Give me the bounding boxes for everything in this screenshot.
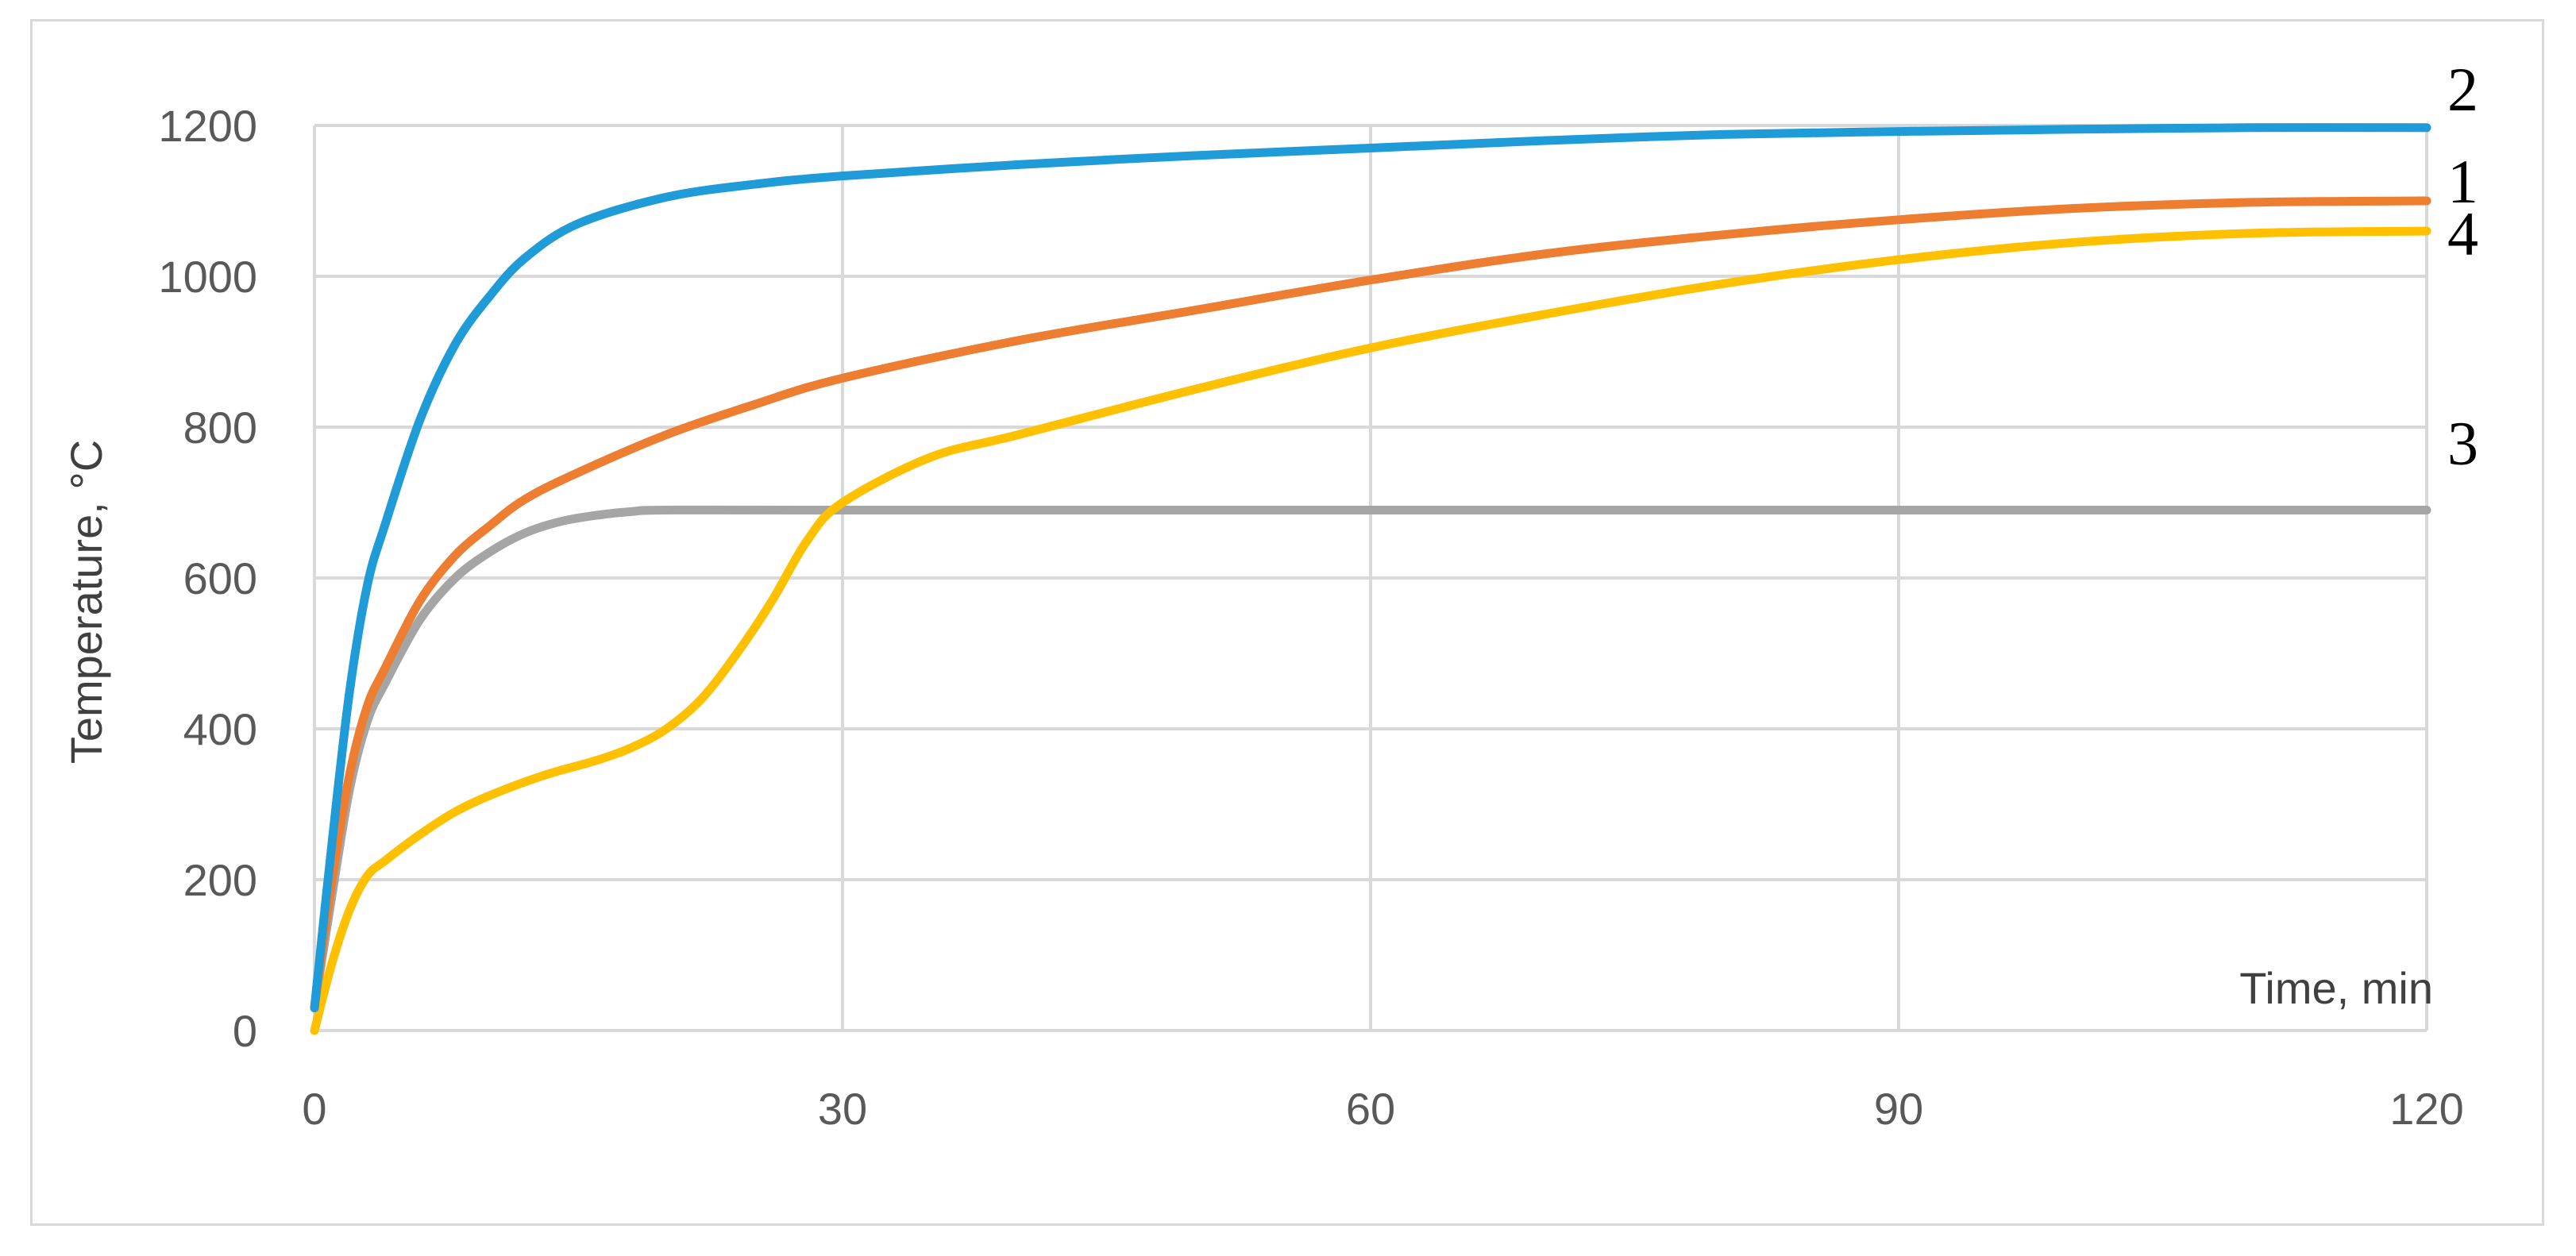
- series-label-1: 1: [2447, 147, 2478, 216]
- y-axis-title: Temperature, °C: [61, 440, 111, 764]
- x-axis-title: Time, min: [2239, 963, 2433, 1013]
- x-tick-label-120: 120: [2389, 1084, 2463, 1134]
- y-tick-label-800: 800: [183, 403, 257, 453]
- x-tick-label-90: 90: [1874, 1084, 1923, 1134]
- x-tick-label-30: 30: [818, 1084, 867, 1134]
- chart-frame: [30, 19, 2544, 1226]
- x-tick-label-0: 0: [302, 1084, 326, 1134]
- series-label-4: 4: [2447, 199, 2478, 268]
- series-line-3: [310, 505, 2431, 1012]
- x-tick-label-60: 60: [1346, 1084, 1395, 1134]
- series-label-3: 3: [2447, 409, 2478, 478]
- y-tick-label-600: 600: [183, 553, 257, 603]
- y-tick-label-200: 200: [183, 855, 257, 905]
- series-lines: [310, 123, 2431, 1035]
- series-line-1: [310, 196, 2431, 1012]
- grid-lines: [313, 124, 2428, 1031]
- series-label-2: 2: [2447, 55, 2478, 124]
- y-tick-label-400: 400: [183, 704, 257, 754]
- series-line-4: [310, 226, 2431, 1035]
- y-tick-label-1200: 1200: [158, 101, 257, 151]
- y-tick-label-1000: 1000: [158, 252, 257, 302]
- labels: 0 200 400 600 800 1000 1200 0 30 60 90 120 1 2 3 4 Tempe…: [61, 55, 2478, 1134]
- y-tick-label-0: 0: [233, 1006, 257, 1056]
- series-line-2: [310, 123, 2431, 1012]
